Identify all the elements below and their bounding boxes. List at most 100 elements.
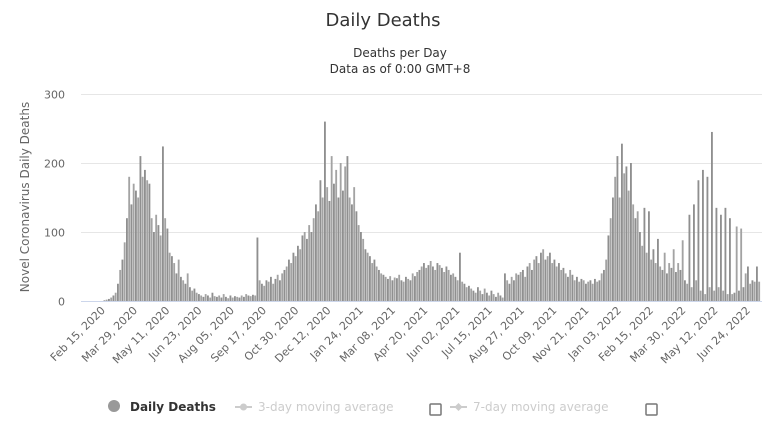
bar[interactable] [150,218,153,301]
bar[interactable] [173,263,176,301]
bar[interactable] [668,263,671,301]
bar[interactable] [481,294,484,301]
bar[interactable] [119,269,122,301]
bar[interactable] [387,278,389,301]
bar[interactable] [528,263,531,301]
bar[interactable] [324,121,326,301]
bar[interactable] [218,295,221,301]
bar[interactable] [650,259,653,301]
bar[interactable] [198,294,200,301]
bar[interactable] [706,176,709,301]
bar[interactable] [265,280,268,301]
bar[interactable] [285,266,288,302]
bar[interactable] [576,276,578,301]
bar[interactable] [589,280,592,301]
bar[interactable] [225,296,227,301]
bar[interactable] [200,295,203,301]
bar[interactable] [297,245,299,301]
bar[interactable] [427,265,430,301]
bar[interactable] [294,256,297,301]
bar[interactable] [751,280,754,301]
bar[interactable] [177,259,180,301]
bar[interactable] [499,295,502,301]
bar[interactable] [432,266,434,302]
bar[interactable] [607,235,610,301]
bar[interactable] [319,180,322,301]
bar[interactable] [418,269,421,301]
bar[interactable] [506,280,509,301]
bar[interactable] [612,197,614,302]
bar[interactable] [121,259,124,301]
bar[interactable] [531,269,533,301]
bar[interactable] [400,280,403,301]
legend-item-7-day-average[interactable]: 7-day moving average [450,400,608,414]
bar[interactable] [342,190,344,301]
legend-item-3-day-average[interactable]: 3-day moving average [235,400,393,414]
bar[interactable] [335,169,338,301]
bar[interactable] [166,228,169,301]
bar[interactable] [717,287,720,301]
bar[interactable] [321,197,324,302]
bar[interactable] [182,280,185,301]
bar[interactable] [639,232,641,301]
bar[interactable] [744,273,747,301]
bar[interactable] [447,269,450,301]
bar[interactable] [508,283,511,301]
bar[interactable] [423,263,425,301]
bar[interactable] [405,276,407,301]
bar[interactable] [474,292,477,301]
bar[interactable] [636,211,639,301]
bar[interactable] [537,263,540,301]
bar[interactable] [690,287,693,301]
bar[interactable] [137,197,140,302]
bar[interactable] [157,225,160,301]
bar[interactable] [369,256,371,301]
bar[interactable] [270,276,272,301]
bar[interactable] [337,197,340,302]
bar[interactable] [715,207,718,301]
bar[interactable] [632,204,635,301]
bar[interactable] [735,226,738,301]
bar[interactable] [141,176,144,301]
legend-item-daily-deaths[interactable]: Daily Deaths [108,400,216,414]
bar[interactable] [738,290,740,301]
bar[interactable] [148,183,151,301]
bar[interactable] [328,200,331,301]
bar[interactable] [524,276,527,301]
bar[interactable] [351,204,353,301]
bar[interactable] [661,269,664,301]
bar[interactable] [389,276,392,301]
bar[interactable] [510,276,513,301]
bar[interactable] [234,296,236,301]
bar[interactable] [533,259,536,301]
bar[interactable] [213,296,216,301]
bar[interactable] [652,249,655,301]
bar[interactable] [488,295,491,301]
bar[interactable] [384,276,387,301]
bar[interactable] [414,276,416,301]
bar[interactable] [112,295,115,301]
bar[interactable] [477,287,479,301]
bar[interactable] [371,263,374,301]
bar[interactable] [693,204,695,301]
bar[interactable] [420,266,423,302]
bar[interactable] [598,280,601,301]
bar[interactable] [724,207,727,301]
bar[interactable] [708,287,711,301]
bar[interactable] [360,232,362,301]
bar[interactable] [492,294,495,301]
bar[interactable] [267,281,270,301]
bar[interactable] [522,269,524,301]
bar[interactable] [519,272,522,301]
bar[interactable] [711,131,713,301]
bar[interactable] [263,285,266,301]
bar[interactable] [402,281,405,301]
bar[interactable] [247,295,250,301]
bar[interactable] [180,276,182,301]
bar[interactable] [398,274,401,301]
bar[interactable] [627,190,630,301]
bar[interactable] [729,218,731,301]
bar[interactable] [670,267,673,301]
bar[interactable] [105,299,108,301]
bar[interactable] [641,245,644,301]
